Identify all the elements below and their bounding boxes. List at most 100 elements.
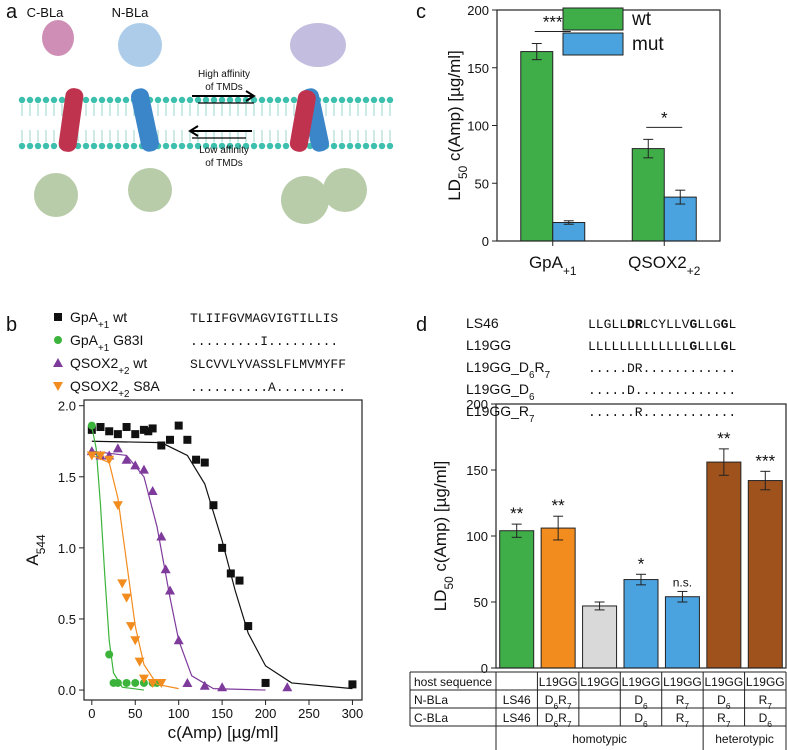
lipid-head: [50, 96, 58, 104]
point: [121, 593, 132, 603]
point: [130, 636, 141, 646]
x-tick-label: QSOX2+2: [628, 253, 701, 278]
table-cell-part: R: [676, 693, 685, 707]
table-cell: R7: [676, 693, 690, 711]
point: [166, 435, 175, 444]
point: [147, 485, 158, 495]
legend-label-part: +1: [98, 343, 109, 354]
lipid-head: [370, 142, 378, 150]
legend-marker: [53, 382, 63, 391]
significance: **: [552, 496, 566, 515]
lipid-head: [50, 142, 58, 150]
y-tick-label: 100: [467, 119, 489, 134]
point: [156, 531, 167, 541]
lipid-head: [90, 96, 98, 104]
table-cell: LS46: [503, 711, 531, 725]
sequence-part: LLL: [697, 339, 720, 354]
table-cell-part: L19GG: [622, 675, 661, 689]
sequence-part: L: [728, 317, 736, 332]
significance: **: [510, 504, 524, 523]
y-tick-label: 200: [466, 397, 488, 412]
arrow: [245, 90, 256, 102]
point: [218, 543, 227, 552]
y-axis-label-part: c(Amp) [µg/ml]: [431, 461, 450, 577]
axes-frame: [83, 399, 363, 701]
arrow-label: High affinity: [198, 69, 250, 80]
y-axis-label-part: 50: [442, 576, 456, 590]
point: [200, 458, 209, 467]
table-cell-part: 6: [767, 719, 772, 729]
table-cell-part: 6: [643, 719, 648, 729]
table-cell-part: 7: [567, 719, 572, 729]
legend-marker: [54, 336, 62, 344]
legend-label: mut: [632, 34, 664, 55]
point: [134, 657, 145, 667]
point: [174, 421, 183, 430]
point: [261, 678, 270, 687]
gfp-domain: [128, 168, 172, 212]
lipid-head: [282, 142, 290, 150]
point: [113, 430, 122, 439]
bar: [706, 461, 742, 669]
point: [183, 435, 192, 444]
lipid-head: [210, 96, 218, 104]
arrow-label: Low affinity: [199, 145, 249, 156]
lipid-head: [362, 96, 370, 104]
x-tick-label-part: +1: [563, 264, 577, 278]
legend-label: QSOX2+2 S8A: [70, 378, 160, 400]
point: [165, 585, 176, 595]
lipid-head: [82, 96, 90, 104]
y-axis-label: LD50 c(Amp) [µg/ml]: [431, 461, 456, 612]
y-tick-label: 2.0: [58, 399, 76, 414]
sequence: .....D.............: [588, 383, 736, 398]
legend-label-part: GpA: [70, 309, 99, 325]
lipid-head: [362, 142, 370, 150]
point: [148, 424, 157, 433]
table-cell-part: R: [558, 711, 567, 725]
sequence: LLLLLLLLLLLLLGLLLGL: [588, 339, 736, 354]
table-cell-part: R: [717, 711, 726, 725]
x-tick-label-part: GpA: [529, 253, 564, 272]
lipid-head: [378, 142, 386, 150]
table-cell: D6: [634, 711, 648, 729]
y-tick-label: 0: [481, 661, 488, 676]
lipid-head: [282, 96, 290, 104]
protein-domain: [290, 23, 346, 67]
lipid-head: [170, 96, 178, 104]
lipid-head: [98, 96, 106, 104]
x-tick-label: 300: [342, 706, 364, 721]
bar: [540, 527, 576, 669]
x-tick-label: 200: [255, 706, 277, 721]
y-axis-label: LD50 c(Amp) [µg/ml]: [445, 50, 470, 201]
sequence-part: G: [689, 317, 697, 332]
legend-label-part: wt: [129, 355, 147, 371]
point: [144, 427, 153, 436]
sequence-name: L19GG_D6: [466, 381, 535, 403]
table-cell: L19GG: [746, 675, 785, 689]
lipid-head: [218, 142, 226, 150]
lipid-head: [226, 96, 234, 104]
lipid-head: [258, 142, 266, 150]
sequence-part: G: [721, 339, 729, 354]
x-tick-label: 0: [88, 706, 95, 721]
table-cell-part: 6: [553, 719, 558, 729]
legend-label-part: G83I: [109, 332, 143, 348]
lipid-head: [378, 96, 386, 104]
y-axis-label-part: LD: [445, 179, 464, 201]
lipid-head: [202, 142, 210, 150]
sequence-part: DR: [627, 317, 643, 332]
fit-curve: [91, 440, 353, 690]
protein-label: C-BLa: [27, 5, 65, 20]
lipid-head: [178, 142, 186, 150]
lipid-head: [42, 96, 50, 104]
legend-marker: [53, 358, 63, 367]
tmd-helix: [131, 88, 159, 152]
table-cell: LS46: [503, 693, 531, 707]
point: [125, 622, 136, 632]
point: [131, 430, 140, 439]
point: [217, 682, 228, 692]
row-header: host sequence: [414, 675, 492, 689]
lipid-head: [154, 96, 162, 104]
sequence-part: ......R............: [588, 405, 736, 420]
legend-swatch: [562, 32, 624, 56]
